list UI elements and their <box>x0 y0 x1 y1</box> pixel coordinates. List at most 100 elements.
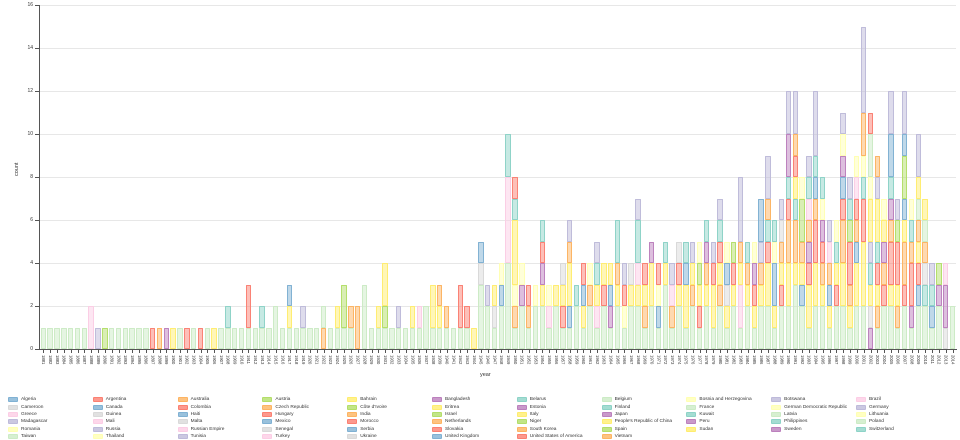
bar-segment <box>936 284 942 306</box>
bar-segment <box>334 306 340 328</box>
bar-segment <box>81 327 88 349</box>
x-tick-label: 1916 <box>280 355 286 365</box>
x-tick <box>433 350 435 353</box>
bar-segment <box>840 220 846 263</box>
x-tick <box>426 350 428 353</box>
y-tick-label: 6 <box>30 216 33 223</box>
bar-segment <box>156 327 163 349</box>
bar-segment <box>778 284 785 306</box>
bar-segment <box>580 327 587 349</box>
bar-segment <box>744 284 751 306</box>
bar-segment <box>478 284 484 349</box>
x-tick <box>802 350 804 353</box>
x-tick-label: 1987 <box>765 355 771 365</box>
x-tick-label: 1881 <box>41 355 47 365</box>
bar-segment <box>799 284 805 306</box>
legend-item: Botswana <box>771 396 856 403</box>
x-tick-label: 1889 <box>95 355 101 365</box>
legend-label: Niger <box>529 419 542 425</box>
bar-segment <box>635 220 641 263</box>
bar-segment <box>683 263 689 285</box>
bar-segment <box>389 327 395 349</box>
bar-segment <box>40 327 47 349</box>
bar-segment <box>901 198 908 220</box>
bar-segment <box>566 327 573 349</box>
legend-label: Peru <box>699 419 710 425</box>
bar-segment <box>594 284 600 306</box>
legend-item: Taiwan <box>8 433 93 440</box>
bar-segment <box>888 134 894 177</box>
y-tick-label: 16 <box>27 1 33 8</box>
bar-segment <box>341 327 347 349</box>
x-tick <box>392 350 394 353</box>
x-tick-label: 1940 <box>444 355 450 365</box>
legend-label: Serbia <box>360 426 375 432</box>
bar-segment <box>915 263 921 285</box>
bar-segment <box>88 306 94 349</box>
bar-segment <box>806 177 812 199</box>
x-tick-label: 1972 <box>663 355 669 365</box>
legend-item: Sudan <box>686 426 771 433</box>
bar-segment <box>908 306 915 328</box>
bar-segment <box>737 327 744 349</box>
bar-segment <box>813 198 819 220</box>
bar-segment <box>813 91 819 156</box>
bar-segment <box>197 327 204 349</box>
bar-segment <box>840 306 846 349</box>
bar-segment <box>184 327 190 349</box>
bar-segment <box>881 284 887 306</box>
legend-item: Sweden <box>771 426 856 433</box>
bar-segment <box>860 26 867 113</box>
x-tick-label: 1975 <box>683 355 689 365</box>
x-tick-label: 1923 <box>328 355 334 365</box>
x-tick <box>398 350 400 353</box>
bar-segment <box>813 306 819 349</box>
bar-segment <box>546 306 552 328</box>
bar-segment <box>915 220 921 242</box>
bar-segment <box>259 306 265 328</box>
bar-segment <box>662 284 669 349</box>
legend-label: Bosnia and Herzegovina <box>699 397 752 403</box>
bar-segment <box>792 198 798 220</box>
x-tick <box>77 350 79 353</box>
bar-segment <box>867 327 874 349</box>
x-tick-label: 1907 <box>218 355 224 365</box>
legend-swatch-icon <box>8 434 18 440</box>
bar-segment <box>676 306 682 349</box>
legend-item: Cameroon <box>8 403 93 410</box>
x-tick-label: 1908 <box>225 355 231 365</box>
x-tick <box>316 350 318 353</box>
x-tick <box>200 350 202 353</box>
bar-segment <box>717 284 723 306</box>
bar-segment <box>806 263 812 285</box>
x-tick <box>303 350 305 353</box>
x-tick-label: 1894 <box>129 355 135 365</box>
x-tick <box>692 350 694 353</box>
bar-segment <box>915 306 921 349</box>
x-tick <box>63 350 65 353</box>
bar-segment <box>901 134 908 156</box>
bar-segment <box>847 177 853 199</box>
bar-segment <box>580 306 587 328</box>
legend-item: Lithuania <box>855 411 941 418</box>
bar-segment <box>676 263 682 285</box>
bar-segment <box>867 134 874 177</box>
legend: Algeria Argentina Australia Austria Bahrain B… <box>8 396 941 440</box>
bar-segment <box>751 306 757 328</box>
legend-swatch-icon <box>92 434 103 440</box>
legend-item: Kuwait <box>686 411 771 418</box>
bar-segment <box>259 327 265 349</box>
bar-segment <box>293 327 299 349</box>
legend-swatch-icon <box>431 434 442 440</box>
legend-item: Tunisia <box>177 433 263 440</box>
bar-segment <box>833 263 839 285</box>
x-tick-label: 1980 <box>717 355 723 365</box>
bar-segment <box>573 284 580 306</box>
legend-swatch-icon <box>262 419 273 425</box>
bar-segment <box>416 306 422 328</box>
bar-segment <box>840 177 846 199</box>
legend-swatch-icon <box>8 397 18 403</box>
x-tick <box>617 350 619 353</box>
x-tick <box>269 350 270 353</box>
x-tick-label: 1991 <box>793 355 799 365</box>
